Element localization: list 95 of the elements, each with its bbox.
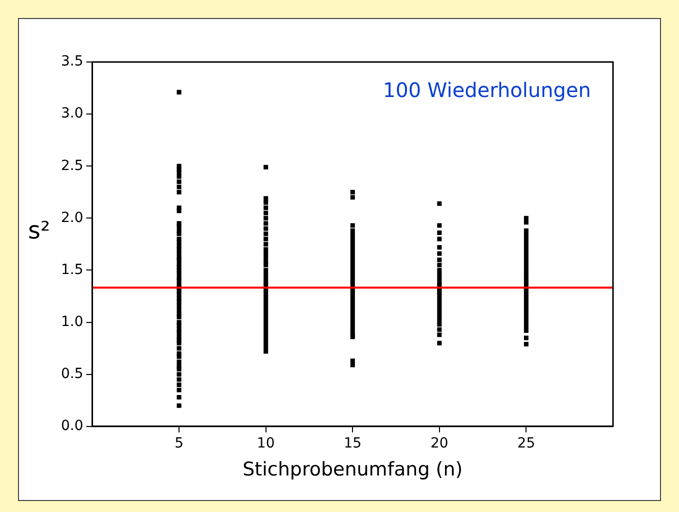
point <box>437 297 442 302</box>
point <box>437 327 442 332</box>
point <box>176 403 182 408</box>
point <box>524 236 528 242</box>
x-tick-label: 15 <box>344 435 362 452</box>
point <box>437 230 442 236</box>
y-tick-label: 0.0 <box>61 418 84 434</box>
point <box>524 324 528 329</box>
point <box>350 236 355 242</box>
y-tick-label: 1.0 <box>61 314 84 330</box>
point <box>264 221 268 226</box>
point <box>350 362 355 368</box>
point <box>437 340 442 346</box>
x-tick-label: 25 <box>517 435 536 452</box>
point <box>437 332 442 338</box>
point <box>264 324 268 329</box>
point <box>264 164 268 170</box>
point <box>264 272 268 277</box>
point <box>437 310 442 314</box>
point <box>176 323 182 328</box>
point <box>437 322 442 327</box>
point <box>524 220 528 225</box>
point <box>176 208 182 214</box>
point <box>350 312 355 316</box>
point <box>176 179 182 184</box>
point <box>437 236 442 242</box>
point <box>176 340 182 346</box>
y-tick-label: 2.0 <box>61 210 84 226</box>
x-tick-label: 10 <box>256 435 275 452</box>
point <box>437 262 442 268</box>
point <box>524 336 528 340</box>
point <box>176 382 182 388</box>
point <box>264 226 268 231</box>
point <box>350 274 355 279</box>
y-tick-label: 3.0 <box>61 106 84 122</box>
point <box>176 170 182 175</box>
point <box>437 223 442 228</box>
point <box>264 196 268 201</box>
point <box>264 262 268 268</box>
point <box>524 342 528 346</box>
point <box>264 299 268 304</box>
point <box>524 328 528 333</box>
point <box>176 372 182 377</box>
point <box>176 224 182 229</box>
x-axis-title: Stichprobenumfang (n) <box>242 458 463 481</box>
y-tick-label: 2.5 <box>61 158 84 174</box>
point <box>350 190 355 194</box>
point <box>176 190 182 194</box>
y-axis-title: s² <box>28 216 50 244</box>
point <box>264 312 268 316</box>
point <box>176 346 182 351</box>
point <box>176 366 182 372</box>
y-tick-label: 1.5 <box>61 262 84 278</box>
point <box>264 236 268 242</box>
point <box>176 314 182 320</box>
point <box>437 201 442 206</box>
point <box>437 245 442 250</box>
x-tick-label: 20 <box>430 435 448 452</box>
point <box>350 299 355 304</box>
annotation: 100 Wiederholungen <box>382 78 591 102</box>
point <box>176 394 182 400</box>
point <box>264 247 268 252</box>
point <box>264 206 268 210</box>
point <box>264 336 268 342</box>
point <box>350 262 355 266</box>
y-tick-label: 0.5 <box>61 366 84 382</box>
point <box>176 90 182 94</box>
y-tick-label: 3.5 <box>61 54 84 70</box>
point <box>264 216 268 220</box>
point <box>176 247 182 252</box>
point <box>524 249 528 254</box>
point <box>524 312 528 316</box>
point <box>264 242 268 246</box>
point <box>437 258 442 262</box>
point <box>350 195 355 200</box>
point <box>176 184 182 190</box>
point <box>176 354 182 359</box>
point <box>264 210 268 216</box>
point <box>176 360 182 364</box>
point <box>350 223 355 228</box>
point <box>524 262 528 266</box>
x-tick-label: 5 <box>174 435 184 452</box>
point <box>264 200 268 205</box>
point <box>176 388 182 392</box>
point <box>176 299 182 304</box>
point <box>350 324 355 329</box>
point <box>176 377 182 382</box>
point <box>264 349 268 354</box>
point <box>350 249 355 254</box>
point <box>437 272 442 277</box>
point <box>264 232 268 236</box>
point <box>176 174 182 179</box>
point <box>176 232 182 236</box>
point <box>176 271 182 276</box>
point <box>437 251 442 256</box>
